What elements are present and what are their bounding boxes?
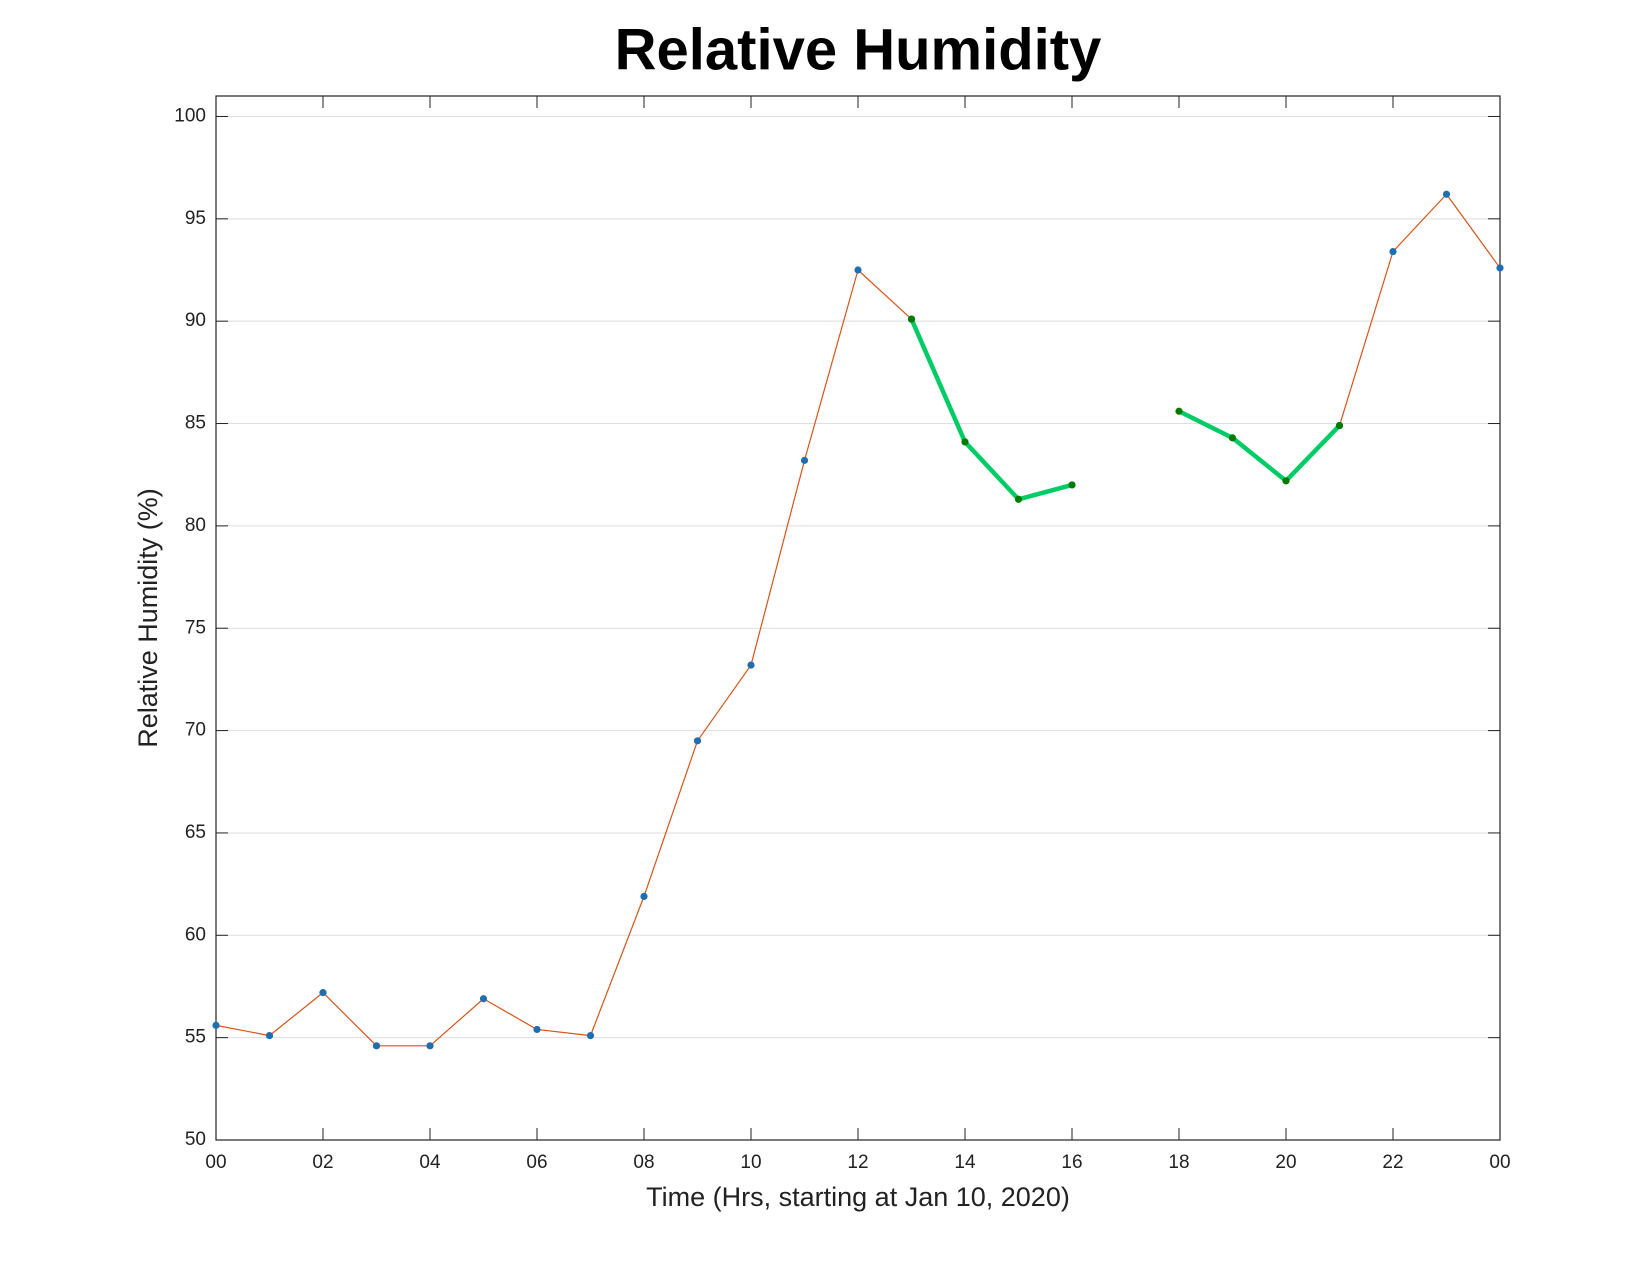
plot-frame (215, 95, 1501, 1141)
data-point (1014, 495, 1023, 503)
data-point (319, 989, 327, 997)
y-tick-label: 55 (185, 1027, 206, 1048)
data-point (586, 1032, 595, 1040)
y-tick-label: 95 (185, 208, 206, 229)
data-point (212, 1021, 220, 1029)
data-point (693, 737, 702, 745)
x-tick-label: 22 (1382, 1152, 1403, 1173)
data-point (1442, 190, 1451, 198)
series-line (1177, 409, 1342, 484)
x-tick-label: 18 (1168, 1152, 1189, 1173)
y-tick-label: 70 (185, 720, 206, 741)
y-tick-label: 50 (185, 1129, 206, 1150)
data-point (961, 438, 969, 446)
y-axis-label: Relative Humidity (%) (133, 488, 163, 748)
x-tick-label: 20 (1275, 1152, 1296, 1173)
x-tick-label: 00 (1489, 1152, 1510, 1173)
y-tick-label: 100 (174, 105, 206, 126)
data-point (640, 892, 648, 901)
x-tick-label: 12 (847, 1152, 868, 1173)
series-line (215, 269, 912, 1047)
data-point (907, 315, 916, 323)
y-tick-label: 80 (185, 515, 206, 536)
data-point (533, 1025, 541, 1034)
x-tick-label: 16 (1061, 1152, 1082, 1173)
data-point (800, 456, 809, 464)
y-tick-label: 75 (185, 617, 206, 638)
series-line (909, 318, 1073, 502)
data-point (747, 661, 755, 669)
data-point (426, 1042, 434, 1050)
x-tick-label: 06 (526, 1152, 547, 1173)
data-point (479, 995, 488, 1003)
data-point (1068, 481, 1076, 489)
data-point (1175, 407, 1183, 415)
x-tick-label: 08 (633, 1152, 654, 1173)
x-axis-label: Time (Hrs, starting at Jan 10, 2020) (646, 1182, 1070, 1212)
y-tick-label: 85 (185, 413, 206, 434)
x-tick-label: 04 (419, 1152, 441, 1173)
x-tick-label: 00 (205, 1152, 226, 1173)
y-tick-label: 90 (185, 310, 206, 331)
chart-title: Relative Humidity (615, 17, 1102, 82)
series-line (1338, 193, 1501, 426)
data-point (1496, 264, 1504, 272)
y-tick-label: 60 (185, 924, 206, 945)
data-point (1228, 434, 1237, 442)
x-tick-label: 14 (954, 1152, 976, 1173)
data-point (1282, 477, 1290, 485)
y-tick-label: 65 (185, 822, 206, 843)
data-point (1335, 421, 1344, 430)
x-tick-label: 02 (312, 1152, 333, 1173)
data-point (372, 1042, 381, 1050)
x-tick-label: 10 (740, 1152, 761, 1173)
data-point (854, 266, 862, 274)
data-point (265, 1032, 274, 1040)
data-point (1389, 247, 1397, 256)
